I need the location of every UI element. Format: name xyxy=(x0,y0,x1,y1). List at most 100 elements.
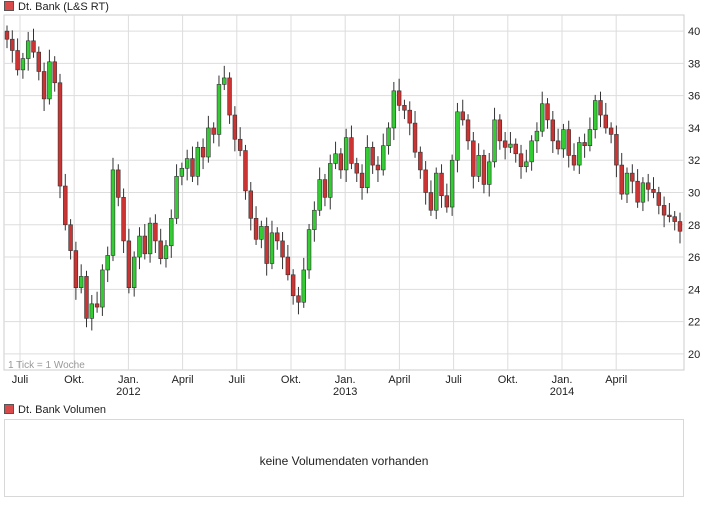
candle-body xyxy=(94,303,100,308)
candle-body xyxy=(153,222,158,242)
candle-body xyxy=(439,172,444,197)
y-tick-label: 30 xyxy=(688,188,700,200)
candle-body xyxy=(608,127,614,135)
x-tick-label: Okt. xyxy=(498,374,518,386)
candle-body xyxy=(545,103,550,121)
candle-body xyxy=(614,134,619,166)
candle-body xyxy=(184,158,190,169)
candle-body xyxy=(312,209,317,230)
candle-body xyxy=(375,164,381,171)
candle-body xyxy=(661,205,667,216)
candle-body xyxy=(174,176,179,219)
price-legend-label: Dt. Bank (L&S RT) xyxy=(18,1,109,13)
x-tick-label: Jan. xyxy=(552,374,573,386)
candle-body xyxy=(587,129,593,147)
candle-body xyxy=(359,172,365,188)
candle-body xyxy=(640,182,646,203)
candle-body xyxy=(63,185,68,226)
candle-body xyxy=(110,169,116,256)
y-tick-label: 38 xyxy=(688,58,700,70)
candle-body xyxy=(73,250,79,289)
candle-body xyxy=(630,172,635,182)
candle-body xyxy=(386,127,391,147)
candle-body xyxy=(328,163,333,198)
candle-body xyxy=(487,161,492,185)
candle-body xyxy=(365,147,370,188)
candle-body xyxy=(423,169,428,193)
candle-body xyxy=(78,276,84,289)
candle-body xyxy=(259,226,264,240)
candle-body xyxy=(269,232,275,264)
candle-body xyxy=(222,77,227,85)
x-tick-label: April xyxy=(605,374,627,386)
candle-body xyxy=(566,129,571,156)
candle-body xyxy=(41,71,47,100)
candle-body xyxy=(195,147,200,177)
x-tick-label: Juli xyxy=(445,374,462,386)
candle-body xyxy=(635,180,640,203)
candle-body xyxy=(338,153,344,171)
candle-body xyxy=(137,235,142,258)
candle-body xyxy=(147,222,153,255)
candle-body xyxy=(190,158,195,177)
candle-body xyxy=(508,143,513,148)
candle-body xyxy=(471,140,476,177)
x-tick-label: Okt. xyxy=(64,374,84,386)
candle-body xyxy=(428,192,434,211)
candle-body xyxy=(20,58,26,71)
candle-body xyxy=(645,182,651,190)
tick-note: 1 Tick = 1 Woche xyxy=(8,360,85,371)
candle-body xyxy=(667,214,672,218)
x-tick-label: Jan. xyxy=(335,374,356,386)
candle-body xyxy=(407,109,412,124)
volume-legend-label: Dt. Bank Volumen xyxy=(18,404,107,416)
candle-body xyxy=(593,100,598,130)
candle-body xyxy=(306,229,312,271)
candle-body xyxy=(84,276,89,319)
candle-body xyxy=(290,274,296,297)
candle-body xyxy=(131,256,137,289)
candle-body xyxy=(142,235,147,255)
candle-body xyxy=(349,137,354,164)
candle-body xyxy=(232,114,238,140)
candle-body xyxy=(529,140,534,163)
candle-body xyxy=(444,195,450,208)
candle-body xyxy=(571,155,577,166)
x-tick-label: Okt. xyxy=(281,374,301,386)
candle-body xyxy=(100,269,105,308)
candle-body xyxy=(455,111,460,161)
candle-body xyxy=(555,140,561,150)
candle-body xyxy=(163,245,169,259)
y-tick-label: 28 xyxy=(688,220,700,232)
candle-body xyxy=(540,103,545,132)
candle-body xyxy=(434,172,439,211)
x-year-label: 2012 xyxy=(116,386,140,398)
candle-body xyxy=(402,105,407,111)
candle-body xyxy=(206,127,211,158)
candle-body xyxy=(524,161,529,167)
x-tick-label: April xyxy=(172,374,194,386)
candle-body xyxy=(301,269,306,303)
candle-body xyxy=(534,130,540,142)
candle-body xyxy=(396,90,402,106)
candle-body xyxy=(31,40,36,53)
candle-body xyxy=(169,218,174,247)
y-tick-label: 34 xyxy=(688,123,700,135)
candle-body xyxy=(237,138,243,151)
candle-body xyxy=(497,119,503,142)
candle-body xyxy=(253,218,259,240)
candle-body xyxy=(15,50,20,71)
candle-body xyxy=(582,142,587,147)
candle-body xyxy=(121,197,126,242)
candle-body xyxy=(89,303,94,319)
candle-body xyxy=(619,164,624,195)
x-year-label: 2013 xyxy=(333,386,357,398)
volume-empty-message: keine Volumendaten vorhanden xyxy=(259,454,429,468)
price-legend: Dt. Bank (L&S RT) xyxy=(4,1,109,13)
candle-body xyxy=(476,155,481,177)
candle-body xyxy=(381,145,386,171)
y-tick-label: 32 xyxy=(688,155,700,167)
candle-body xyxy=(677,221,683,232)
candle-body xyxy=(354,163,359,174)
